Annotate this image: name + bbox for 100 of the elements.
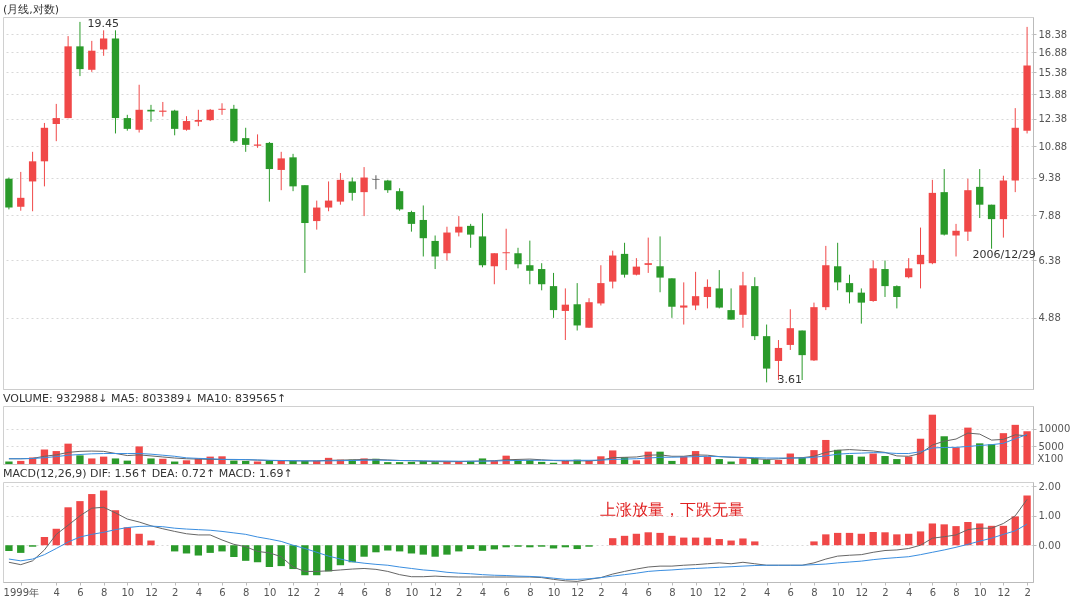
- candlestick: [549, 272, 558, 319]
- y-axis-title: X100: [1037, 452, 1064, 464]
- x-tick-label: 12: [997, 586, 1011, 598]
- candlestick: [514, 247, 522, 269]
- chart-title: VOLUME: 932988↓ MA5: 803389↓ MA10: 839565↑: [3, 392, 287, 405]
- bar: [182, 545, 191, 554]
- bar: [869, 453, 877, 464]
- x-tick-label: 2: [882, 586, 889, 598]
- candlestick: [502, 228, 510, 271]
- bar: [206, 545, 214, 553]
- x-tick-label: 4: [763, 586, 771, 598]
- bar: [17, 545, 25, 553]
- x-tick-label: 6: [645, 586, 652, 598]
- y-tick-label: 16.88: [1038, 46, 1068, 58]
- candlestick: [336, 172, 345, 206]
- bar: [952, 447, 960, 464]
- bar: [76, 455, 84, 464]
- x-tick-label: 12: [429, 586, 442, 598]
- candlestick: [976, 168, 984, 219]
- candlestick: [893, 284, 901, 309]
- x-tick-label: 4: [337, 586, 345, 598]
- candlestick: [727, 287, 735, 321]
- x-tick-label: 1999年: [3, 586, 39, 598]
- x-tick-label: 12: [287, 586, 300, 598]
- bar: [620, 535, 629, 546]
- bar: [88, 458, 96, 464]
- bar: [478, 545, 487, 551]
- bar: [1023, 431, 1031, 464]
- bar: [881, 455, 889, 464]
- bar: [940, 524, 948, 546]
- bar: [845, 455, 854, 464]
- bar: [656, 532, 664, 546]
- candlestick: [28, 151, 37, 212]
- bar: [301, 545, 309, 576]
- candlestick: [277, 151, 285, 191]
- candlestick: [987, 204, 996, 250]
- x-tick-label: 10: [547, 586, 561, 598]
- bar: [964, 522, 972, 546]
- candlestick: [407, 210, 416, 233]
- bar: [230, 545, 238, 557]
- candlestick: [99, 29, 108, 57]
- candlestick: [691, 271, 700, 311]
- y-tick-label: 7.88: [1038, 209, 1061, 221]
- x-tick-label: 2: [598, 586, 605, 598]
- bar: [751, 541, 759, 546]
- x-tick-label: 10: [405, 586, 419, 598]
- y-tick-label: 4.88: [1038, 312, 1061, 324]
- candlestick: [135, 84, 143, 134]
- candlestick: [443, 226, 451, 261]
- candlestick: [620, 242, 629, 279]
- candlestick: [348, 177, 356, 202]
- candlestick: [324, 180, 333, 212]
- annotation: 3.61: [777, 372, 803, 386]
- candlestick: [218, 102, 226, 116]
- candlestick: [88, 40, 96, 73]
- bar: [833, 532, 842, 546]
- bar: [893, 534, 901, 546]
- candlestick: [455, 215, 463, 237]
- bar: [360, 545, 368, 557]
- x-tick-label: 10: [689, 586, 703, 598]
- bar: [727, 540, 735, 546]
- chart-title: (月线,对数): [3, 3, 60, 16]
- candlestick: [905, 257, 913, 279]
- x-tick-label: 8: [100, 586, 108, 598]
- x-tick-label: 2: [1024, 586, 1031, 598]
- bar: [561, 545, 570, 548]
- candlestick: [171, 109, 179, 136]
- annotation: 19.45: [87, 16, 119, 30]
- x-tick-label: 2: [314, 586, 321, 598]
- candlestick: [466, 223, 475, 249]
- bar: [407, 545, 416, 554]
- bar: [632, 460, 641, 464]
- candlestick: [52, 103, 60, 142]
- candlestick: [845, 274, 854, 304]
- bar: [573, 545, 581, 550]
- bar: [17, 460, 25, 464]
- candlestick: [597, 264, 605, 306]
- x-tick-label: 8: [385, 586, 392, 598]
- bar: [395, 545, 404, 552]
- bar: [526, 545, 534, 548]
- x-tick-label: 4: [621, 586, 629, 598]
- candlestick: [360, 166, 368, 217]
- x-tick-label: 12: [855, 586, 869, 598]
- bar: [419, 545, 427, 555]
- x-tick-label: 8: [669, 586, 676, 598]
- candlestick: [395, 187, 404, 212]
- bar: [490, 545, 498, 550]
- x-tick-label: 8: [953, 586, 960, 598]
- x-tick-label: 4: [906, 586, 913, 598]
- bar: [443, 545, 451, 555]
- bar: [372, 545, 380, 553]
- x-tick-label: 8: [243, 586, 250, 598]
- candlestick: [881, 259, 889, 298]
- x-tick-label: 6: [77, 586, 84, 598]
- bar: [147, 540, 155, 546]
- x-tick-label: 6: [929, 586, 937, 598]
- candlestick: [833, 242, 842, 291]
- x-tick-label: 6: [787, 586, 794, 598]
- bar: [609, 538, 617, 546]
- candlestick: [680, 281, 688, 326]
